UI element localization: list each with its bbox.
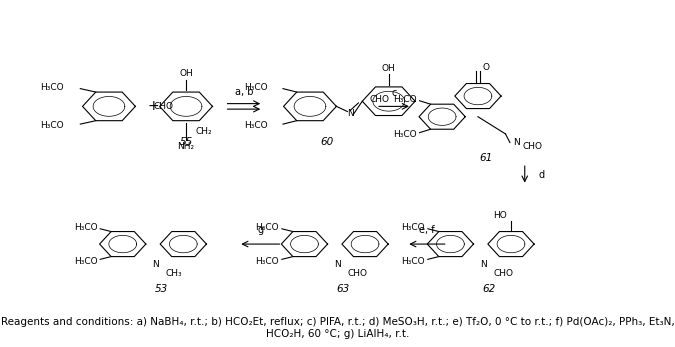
Text: H₃CO: H₃CO [74, 222, 97, 231]
Text: 55: 55 [180, 137, 192, 147]
Text: CH₃: CH₃ [165, 269, 182, 278]
Text: N: N [347, 109, 354, 118]
Text: H₃CO: H₃CO [244, 121, 267, 130]
Text: NH₂: NH₂ [178, 142, 194, 151]
Text: g: g [257, 225, 263, 235]
Text: e, f: e, f [419, 225, 435, 235]
Text: N: N [480, 260, 487, 269]
Text: +: + [147, 99, 159, 113]
Text: c: c [392, 87, 397, 98]
Text: CHO: CHO [369, 95, 389, 104]
Text: N: N [153, 260, 159, 269]
Text: O: O [483, 63, 489, 71]
Text: 62: 62 [483, 284, 495, 294]
Text: Reagents and conditions: a) NaBH₄, r.t.; b) HCO₂Et, reflux; c) PIFA, r.t.; d) Me: Reagents and conditions: a) NaBH₄, r.t.;… [1, 317, 674, 339]
Text: N: N [512, 138, 519, 147]
Text: d: d [539, 170, 545, 179]
Text: H₃CO: H₃CO [393, 130, 416, 139]
Text: CHO: CHO [153, 102, 173, 111]
Text: H₃CO: H₃CO [393, 94, 416, 103]
Text: H₃CO: H₃CO [40, 83, 64, 92]
Text: N: N [334, 260, 341, 269]
Text: CHO: CHO [522, 142, 543, 151]
Text: 53: 53 [155, 284, 168, 294]
Text: CH₂: CH₂ [196, 127, 213, 136]
Text: OH: OH [382, 64, 396, 73]
Text: H₃CO: H₃CO [74, 256, 97, 265]
Text: H₃CO: H₃CO [256, 256, 279, 265]
Text: OH: OH [179, 69, 193, 78]
Text: 63: 63 [336, 284, 350, 294]
Text: a, b: a, b [235, 86, 253, 96]
Text: CHO: CHO [493, 269, 514, 278]
Text: H₃CO: H₃CO [402, 256, 425, 265]
Text: H₃CO: H₃CO [402, 222, 425, 231]
Text: 61: 61 [479, 153, 493, 163]
Text: CHO: CHO [348, 269, 367, 278]
Text: H₃CO: H₃CO [256, 222, 279, 231]
Text: 60: 60 [320, 137, 333, 147]
Text: H₃CO: H₃CO [244, 83, 267, 92]
Text: HO: HO [493, 211, 506, 220]
Text: H₃CO: H₃CO [40, 121, 64, 130]
